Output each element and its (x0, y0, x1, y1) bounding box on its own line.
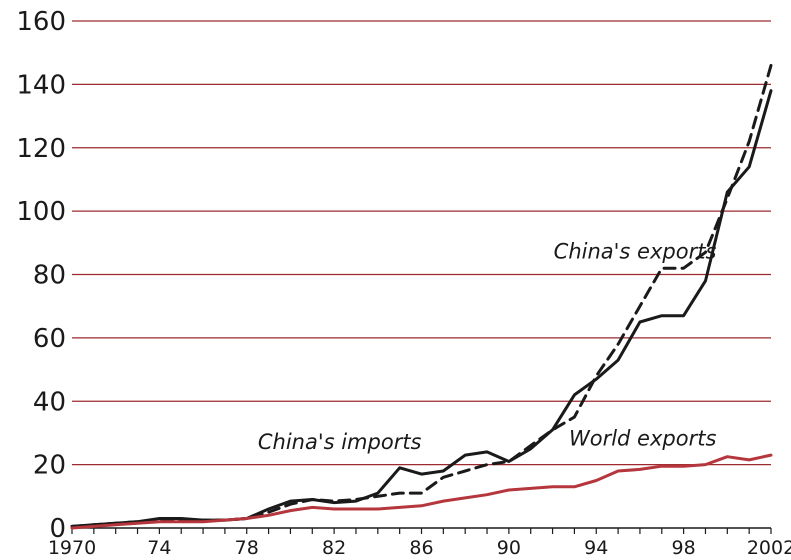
y-tick-label-80: 80 (33, 261, 66, 291)
x-tick-label-2002: 2002 (747, 537, 791, 559)
series-lines (72, 65, 771, 528)
x-tick-label-78: 78 (235, 537, 259, 559)
y-tick-label-20: 20 (33, 451, 66, 481)
x-tick-label-82: 82 (322, 537, 346, 559)
annotations: China's exports China's imports World expo… (258, 240, 717, 454)
x-tick-label-1970: 1970 (48, 537, 96, 559)
x-tick-label-98: 98 (672, 537, 696, 559)
y-tick-label-40: 40 (33, 387, 66, 417)
annotation-china-s-imports: China's imports (258, 430, 422, 454)
y-tick-label-120: 120 (16, 134, 66, 164)
x-tick-label-90: 90 (497, 537, 521, 559)
y-tick-label-140: 140 (16, 70, 66, 100)
series-line-china-s-exports (72, 65, 771, 526)
y-tick-label-100: 100 (16, 197, 66, 227)
x-axis (72, 528, 771, 534)
x-tick-label-86: 86 (409, 537, 433, 559)
y-tick-label-60: 60 (33, 324, 66, 354)
annotation-china-s-exports: China's exports (554, 240, 717, 264)
x-axis-ticks: 1970 74 78 82 86 90 94 98 2002 (48, 537, 791, 559)
series-line-china-s-imports (72, 91, 771, 527)
y-tick-label-160: 160 (16, 7, 66, 37)
x-tick-label-94: 94 (584, 537, 608, 559)
x-tick-label-74: 74 (147, 537, 171, 559)
annotation-world-exports: World exports (569, 427, 716, 451)
